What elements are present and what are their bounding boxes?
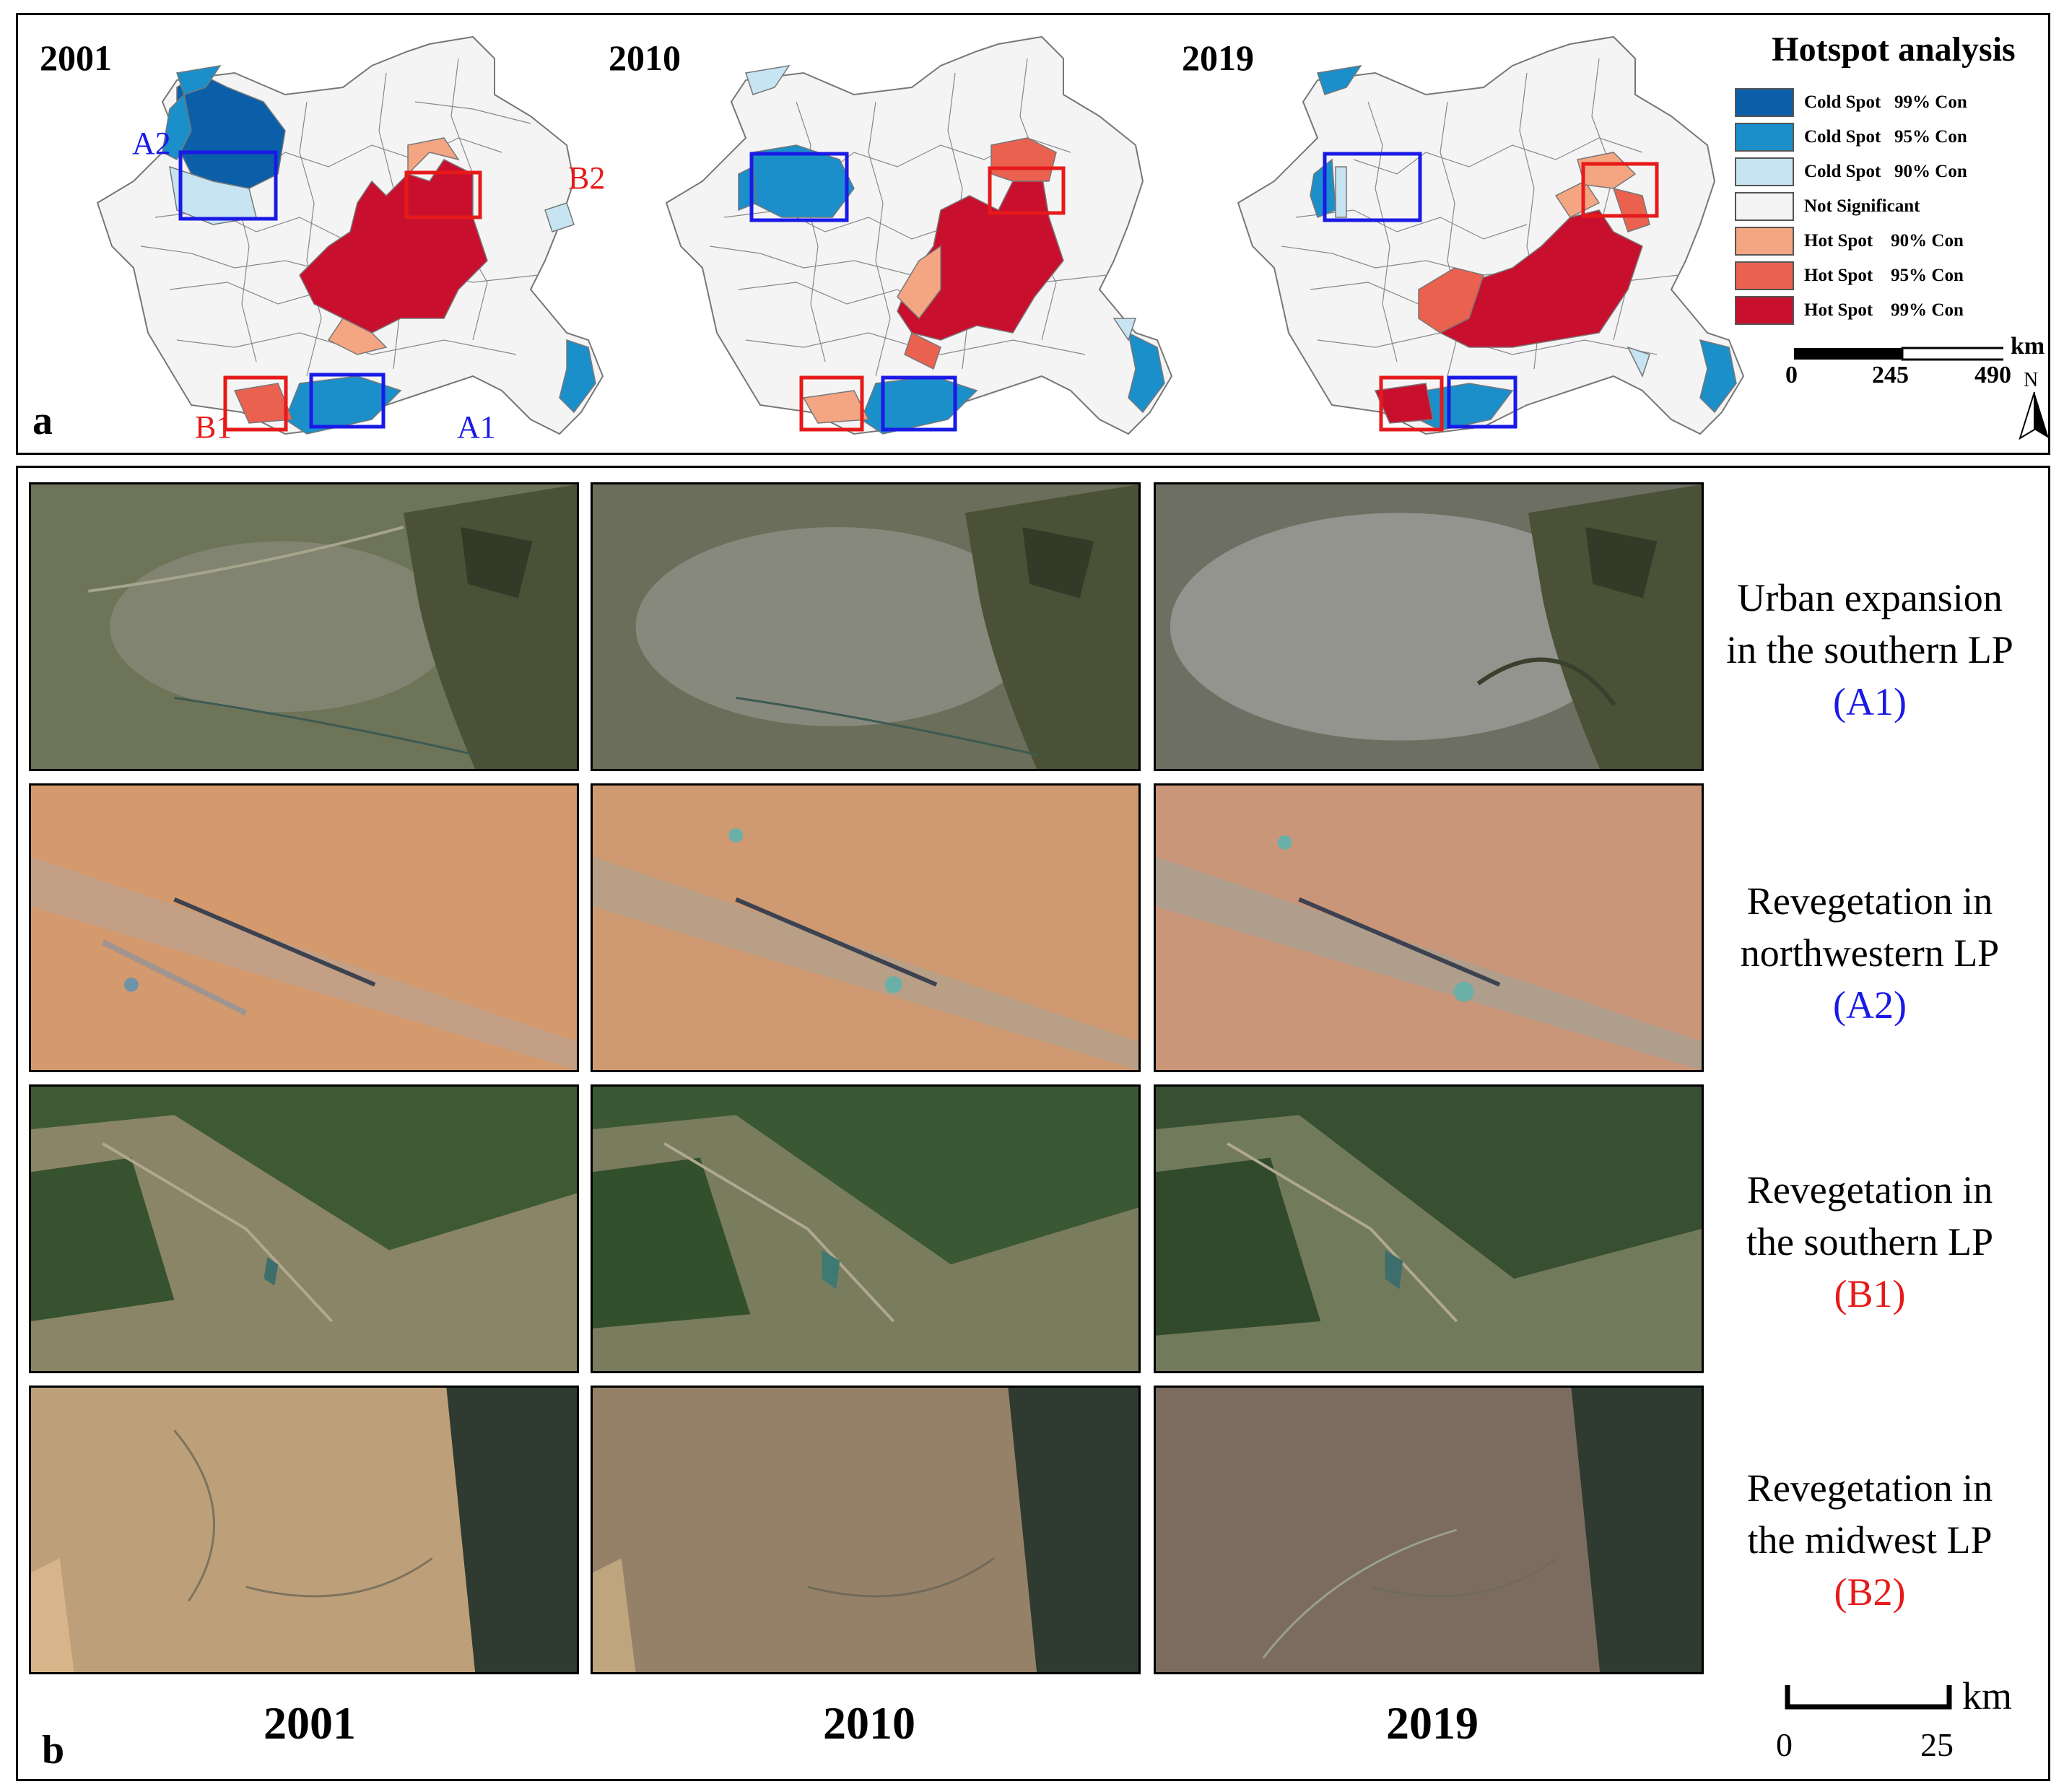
- hotspot-map-2001: [96, 35, 604, 435]
- legend-label: Cold Spot 95% Con: [1804, 127, 1967, 147]
- label-a2: A2: [132, 126, 171, 161]
- panel-letter-b: b: [42, 1728, 65, 1773]
- caption-line1: Revegetation in: [1746, 1168, 1993, 1212]
- map-year-2010: 2010: [609, 38, 681, 78]
- image-b2-2001: [29, 1386, 579, 1674]
- image-a1-2001: [29, 482, 579, 771]
- legend-swatch: [1735, 157, 1794, 186]
- legend-label: Not Significant: [1804, 196, 1920, 216]
- image-a2-2010: [591, 783, 1141, 1072]
- scale-tick-490: 490: [1974, 362, 2011, 388]
- caption-line2: the southern LP: [1746, 1220, 1993, 1263]
- scale-bar-b: [1785, 1685, 1952, 1710]
- column-year-2001: 2001: [264, 1697, 356, 1749]
- image-b1-2010: [591, 1084, 1141, 1373]
- label-a1: A1: [457, 409, 496, 445]
- legend-label: Cold Spot 99% Con: [1804, 92, 1967, 112]
- image-b2-2019: [1154, 1386, 1704, 1674]
- hotspot-legend: Hotspot analysis Cold Spot 99% Con Cold …: [1735, 30, 2052, 328]
- image-a2-2001: [29, 783, 579, 1072]
- legend-swatch: [1735, 261, 1794, 290]
- box-b1-2001: [223, 375, 288, 432]
- box-a2-2001: [178, 150, 278, 221]
- image-a2-2019: [1154, 783, 1704, 1072]
- caption-line1: Revegetation in: [1746, 879, 1993, 923]
- legend-swatch: [1735, 192, 1794, 221]
- legend-item-cold-99: Cold Spot 99% Con: [1735, 85, 2052, 120]
- caption-line2: northwestern LP: [1740, 931, 2000, 975]
- box-a2-2010: [749, 152, 849, 222]
- box-a1-2010: [881, 375, 957, 432]
- legend-label: Cold Spot 90% Con: [1804, 162, 1967, 181]
- legend-item-not-significant: Not Significant: [1735, 189, 2052, 224]
- hotspot-map-2010: [665, 35, 1173, 435]
- caption-line2: the midwest LP: [1747, 1518, 1993, 1562]
- row-caption-b1: Revegetation in the southern LP (B1): [1693, 1164, 2047, 1320]
- column-year-2010: 2010: [823, 1697, 915, 1749]
- scale-unit-b: km: [1962, 1674, 2013, 1718]
- map-year-2019: 2019: [1182, 38, 1254, 78]
- legend-swatch: [1735, 88, 1794, 117]
- box-b1-2010: [799, 375, 864, 432]
- box-b2-2010: [988, 166, 1066, 215]
- legend-item-cold-95: Cold Spot 95% Con: [1735, 120, 2052, 155]
- image-b1-2019: [1154, 1084, 1704, 1373]
- hotspot-map-2019: [1237, 35, 1745, 435]
- image-b1-2001: [29, 1084, 579, 1373]
- row-caption-a2: Revegetation in northwestern LP (A2): [1693, 875, 2047, 1031]
- map-year-2001: 2001: [40, 38, 112, 78]
- label-b2: B2: [568, 160, 606, 196]
- legend-title: Hotspot analysis: [1772, 30, 2016, 69]
- image-b2-2010: [591, 1386, 1141, 1674]
- box-b2-2001: [404, 170, 482, 219]
- label-b1: B1: [195, 409, 232, 445]
- legend-swatch: [1735, 227, 1794, 256]
- north-label: N: [2024, 369, 2039, 391]
- column-year-2019: 2019: [1386, 1697, 1479, 1749]
- scale-tick-b-25: 25: [1920, 1726, 1954, 1763]
- row-caption-a1: Urban expansion in the southern LP (A1): [1693, 572, 2047, 728]
- legend-swatch: [1735, 296, 1794, 325]
- legend-item-hot-90: Hot Spot 90% Con: [1735, 224, 2052, 258]
- scale-tick-b-0: 0: [1776, 1726, 1793, 1763]
- legend-label: Hot Spot 99% Con: [1804, 300, 1964, 320]
- scale-tick-245: 245: [1872, 362, 1909, 388]
- caption-code: (A1): [1833, 680, 1907, 723]
- box-b2-2019: [1581, 162, 1659, 218]
- legend-label: Hot Spot 95% Con: [1804, 266, 1964, 285]
- box-a1-2001: [309, 373, 386, 429]
- caption-code: (B1): [1834, 1272, 1906, 1315]
- image-a1-2010: [591, 482, 1141, 771]
- panel-letter-a: a: [32, 399, 53, 443]
- legend-item-hot-99: Hot Spot 99% Con: [1735, 293, 2052, 328]
- legend-label: Hot Spot 90% Con: [1804, 231, 1964, 251]
- legend-item-hot-95: Hot Spot 95% Con: [1735, 258, 2052, 293]
- caption-code: (A2): [1833, 983, 1907, 1027]
- box-b1-2019: [1379, 375, 1444, 432]
- legend-swatch: [1735, 123, 1794, 152]
- image-a1-2019: [1154, 482, 1704, 771]
- row-caption-b2: Revegetation in the midwest LP (B2): [1693, 1462, 2047, 1618]
- caption-line1: Revegetation in: [1746, 1466, 1993, 1510]
- box-a1-2019: [1447, 375, 1517, 429]
- scale-bar-a: [1794, 347, 2003, 361]
- box-a2-2019: [1323, 152, 1422, 222]
- scale-tick-0: 0: [1785, 362, 1798, 388]
- hotspot-map-panel: 2001 2010 2019 A2 B2: [16, 13, 2050, 455]
- scale-unit-a: km: [2011, 333, 2045, 360]
- caption-line2: in the southern LP: [1726, 628, 2013, 671]
- caption-line1: Urban expansion: [1737, 576, 2003, 619]
- legend-item-cold-90: Cold Spot 90% Con: [1735, 155, 2052, 189]
- caption-code: (B2): [1834, 1570, 1906, 1614]
- north-arrow-icon: [2019, 391, 2049, 440]
